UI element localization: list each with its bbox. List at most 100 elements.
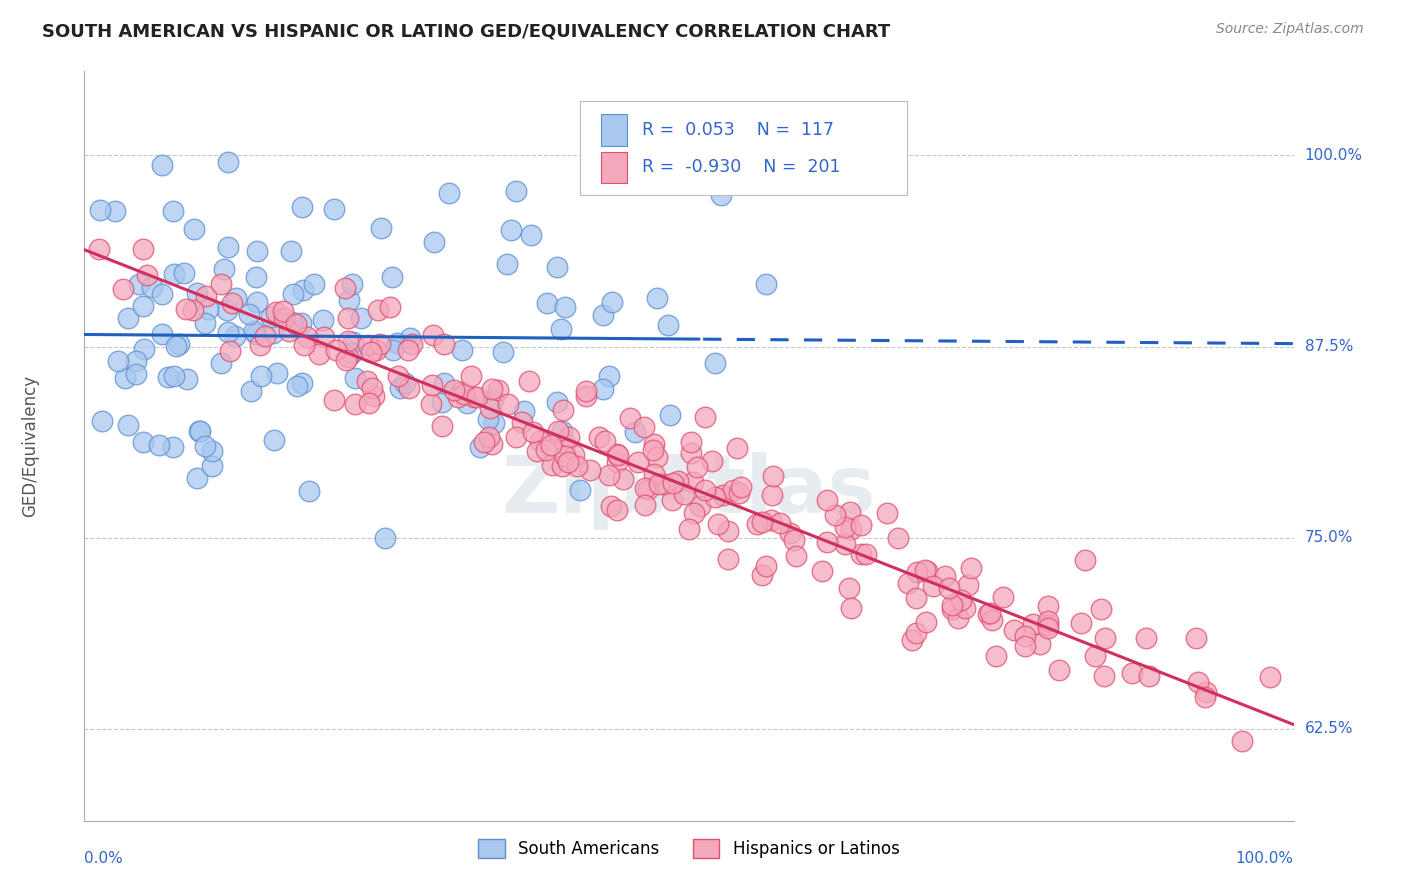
Point: [322, 392, 344, 407]
Point: [717, 552, 740, 566]
Point: [357, 396, 380, 410]
Point: [685, 460, 707, 475]
Point: [979, 606, 1001, 620]
Point: [335, 352, 357, 367]
Point: [245, 327, 267, 342]
Point: [450, 385, 472, 400]
Point: [337, 293, 360, 307]
Point: [217, 155, 239, 169]
Point: [148, 438, 170, 452]
Point: [934, 569, 956, 583]
Point: [401, 337, 423, 351]
Point: [186, 286, 208, 301]
Point: [194, 317, 217, 331]
Point: [579, 463, 602, 477]
Point: [905, 566, 928, 580]
Point: [263, 433, 285, 447]
Point: [87, 243, 110, 257]
Point: [420, 377, 443, 392]
Point: [1137, 669, 1160, 683]
Point: [197, 301, 219, 316]
Point: [838, 505, 860, 519]
Legend: South Americans, Hispanics or Latinos: South Americans, Hispanics or Latinos: [471, 832, 907, 864]
Point: [725, 441, 748, 455]
Point: [834, 519, 856, 533]
Point: [295, 329, 318, 343]
Point: [245, 269, 267, 284]
Point: [264, 304, 287, 318]
Point: [1022, 616, 1045, 631]
Point: [439, 186, 461, 201]
Point: [385, 336, 408, 351]
Point: [1074, 553, 1097, 567]
Point: [150, 287, 173, 301]
Point: [422, 327, 444, 342]
Point: [834, 537, 856, 551]
Point: [723, 483, 745, 497]
Point: [162, 440, 184, 454]
Point: [1230, 734, 1253, 748]
Point: [162, 204, 184, 219]
Point: [266, 366, 288, 380]
Point: [755, 277, 778, 292]
Point: [957, 577, 980, 591]
Point: [551, 402, 574, 417]
Point: [592, 308, 614, 322]
Point: [336, 310, 359, 325]
Point: [104, 204, 127, 219]
Point: [136, 268, 159, 282]
Point: [815, 493, 838, 508]
Point: [125, 354, 148, 368]
Text: 87.5%: 87.5%: [1305, 339, 1353, 354]
Point: [239, 384, 262, 398]
Point: [443, 383, 465, 397]
Point: [922, 579, 945, 593]
Point: [661, 493, 683, 508]
Point: [396, 343, 419, 357]
Point: [550, 425, 572, 439]
Point: [1135, 631, 1157, 645]
Point: [745, 516, 768, 531]
Point: [221, 296, 243, 310]
Point: [262, 326, 284, 340]
Point: [447, 391, 470, 405]
Point: [89, 202, 111, 217]
Point: [194, 439, 217, 453]
Point: [914, 563, 936, 577]
Point: [679, 445, 702, 459]
Point: [367, 302, 389, 317]
Point: [343, 370, 366, 384]
Point: [132, 299, 155, 313]
Point: [478, 401, 501, 415]
Point: [707, 517, 730, 532]
Point: [849, 517, 872, 532]
Point: [897, 575, 920, 590]
Point: [482, 417, 505, 431]
Point: [619, 411, 641, 425]
Point: [606, 455, 628, 469]
Point: [465, 391, 488, 405]
Point: [811, 564, 834, 578]
Point: [308, 347, 330, 361]
Point: [657, 318, 679, 333]
Point: [456, 396, 478, 410]
Point: [779, 525, 801, 540]
Point: [163, 267, 186, 281]
Point: [322, 202, 344, 217]
Point: [361, 381, 384, 395]
Point: [188, 424, 211, 438]
Point: [277, 324, 299, 338]
Point: [551, 459, 574, 474]
Point: [478, 429, 501, 443]
Point: [470, 440, 492, 454]
Point: [472, 434, 495, 449]
Point: [1014, 629, 1036, 643]
Point: [755, 558, 778, 573]
Point: [839, 601, 862, 615]
Point: [886, 531, 908, 545]
Point: [186, 471, 208, 485]
Point: [1194, 690, 1216, 705]
Point: [173, 266, 195, 280]
Text: R =  0.053    N =  117: R = 0.053 N = 117: [641, 120, 834, 139]
Point: [246, 244, 269, 258]
